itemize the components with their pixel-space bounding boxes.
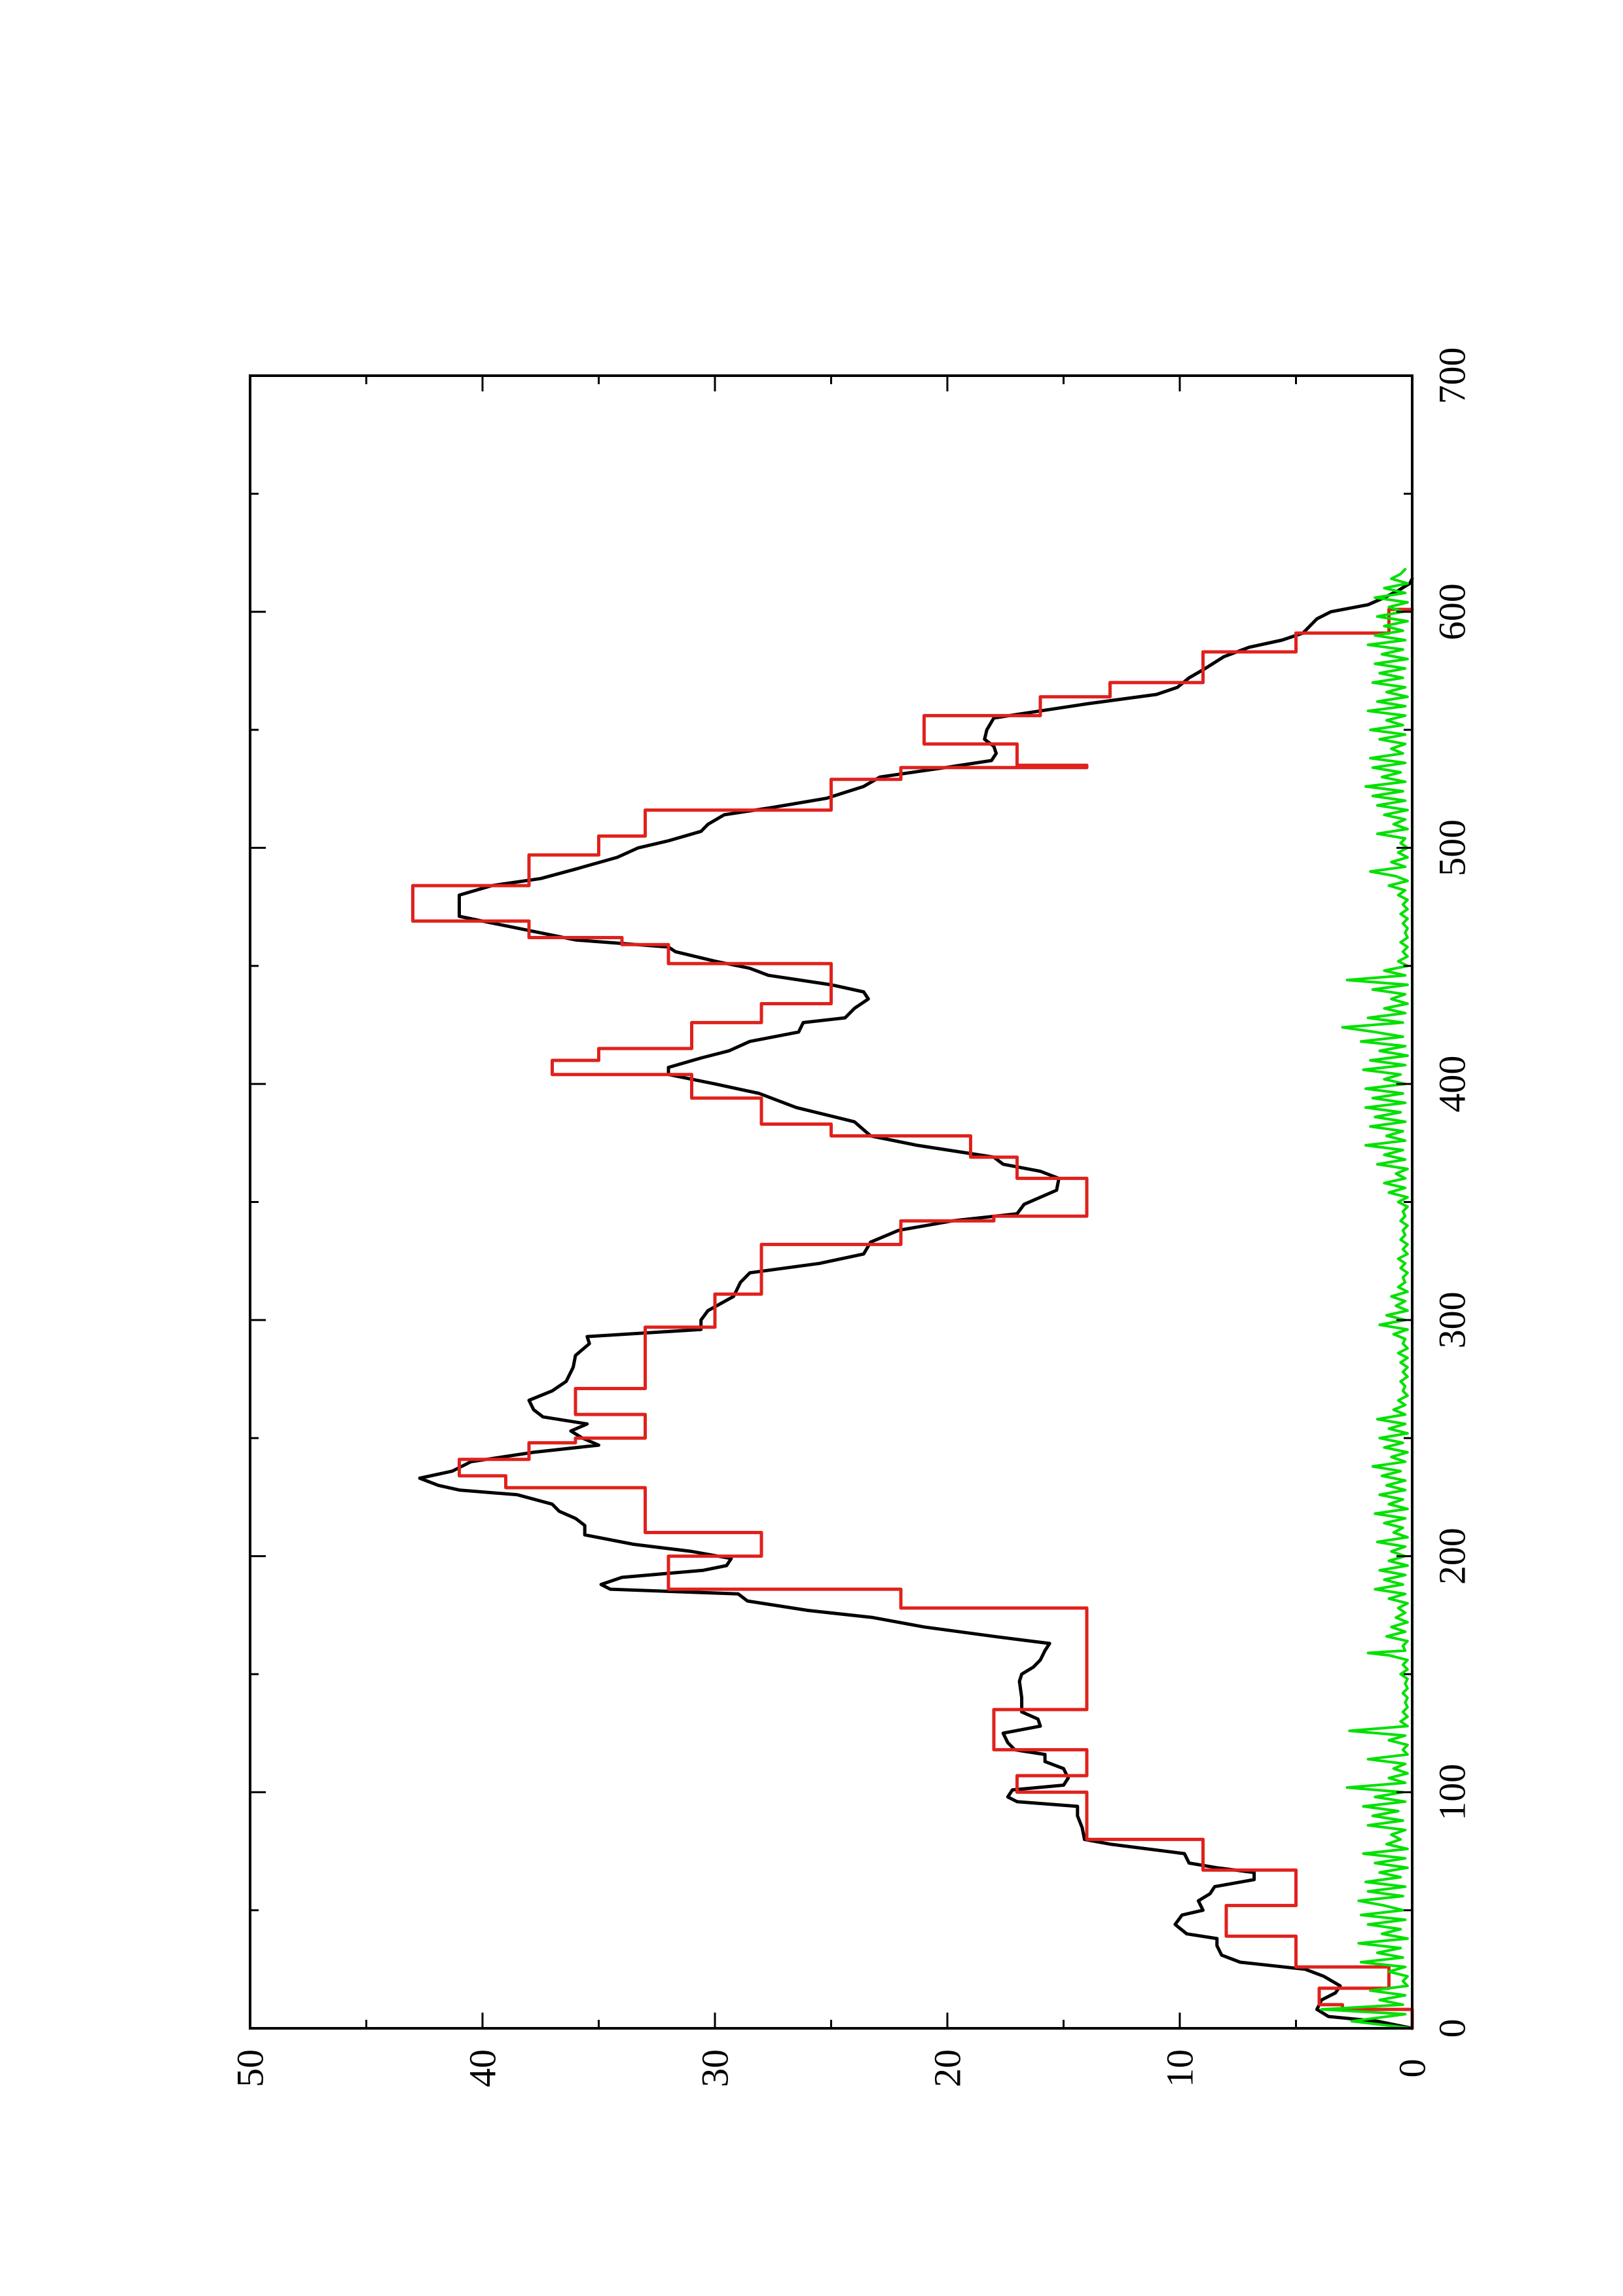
green-series-line (1320, 567, 1413, 2030)
x-tick-label: 200 (1431, 1528, 1473, 1585)
tick-labels: 0 100 200 300 400 500 600 700 0 10 20 30 40 50 (229, 348, 1474, 2088)
y-tick-label: 20 (926, 2049, 969, 2087)
x-tick-label: 0 (1431, 2019, 1474, 2038)
plot-frame (249, 374, 1413, 2030)
plot-area (411, 567, 1414, 2030)
y-tick-label: 10 (1159, 2049, 1201, 2087)
axis-ticks (249, 374, 1413, 2030)
red-series-line (411, 607, 1414, 2030)
x-tick-label: 600 (1431, 583, 1474, 640)
x-tick-label: 700 (1431, 348, 1474, 404)
x-tick-label: 400 (1431, 1056, 1474, 1113)
x-tick-label: 100 (1431, 1764, 1473, 1821)
black-series-line (418, 577, 1414, 2030)
y-tick-label: 40 (462, 2049, 504, 2087)
y-tick-label: 0 (1391, 2059, 1434, 2078)
y-tick-label: 30 (694, 2049, 737, 2087)
x-tick-label: 500 (1431, 819, 1474, 876)
y-tick-label: 50 (229, 2049, 272, 2087)
x-tick-label: 300 (1431, 1291, 1473, 1348)
